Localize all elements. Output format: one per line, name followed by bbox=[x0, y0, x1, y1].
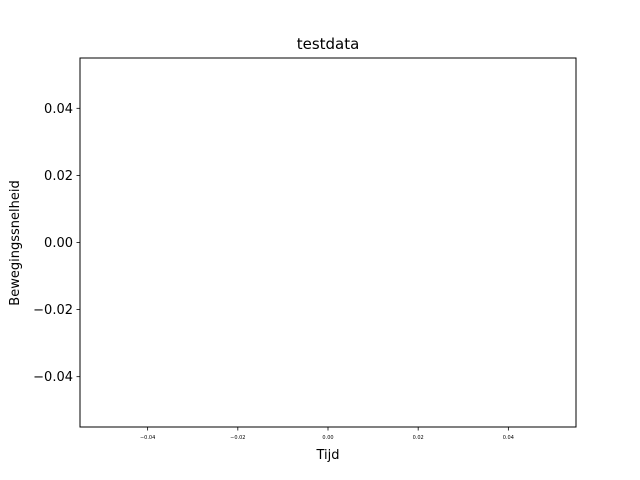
y-axis: 0.04 0.02 0.00 −0.02 −0.04 bbox=[33, 102, 80, 385]
chart-title: testdata bbox=[297, 35, 360, 53]
y-tick-label: 0.02 bbox=[44, 169, 73, 184]
x-tick-label: 0.00 bbox=[322, 435, 333, 441]
x-tick-label: −0.02 bbox=[230, 435, 245, 441]
x-tick-label: −0.04 bbox=[140, 435, 155, 441]
y-tick-label: 0.00 bbox=[44, 236, 73, 251]
y-tick-label: −0.04 bbox=[33, 370, 73, 385]
x-tick-label: 0.02 bbox=[413, 435, 424, 441]
y-tick-label: −0.02 bbox=[33, 303, 73, 318]
y-axis-label: Bewegingssnelheid bbox=[8, 180, 23, 305]
x-tick-label: 0.04 bbox=[503, 435, 514, 441]
x-axis-label: Tijd bbox=[315, 448, 339, 463]
plot-area bbox=[79, 57, 577, 428]
x-axis: −0.04 −0.02 0.00 0.02 0.04 bbox=[140, 427, 514, 441]
y-tick-label: 0.04 bbox=[44, 102, 73, 117]
